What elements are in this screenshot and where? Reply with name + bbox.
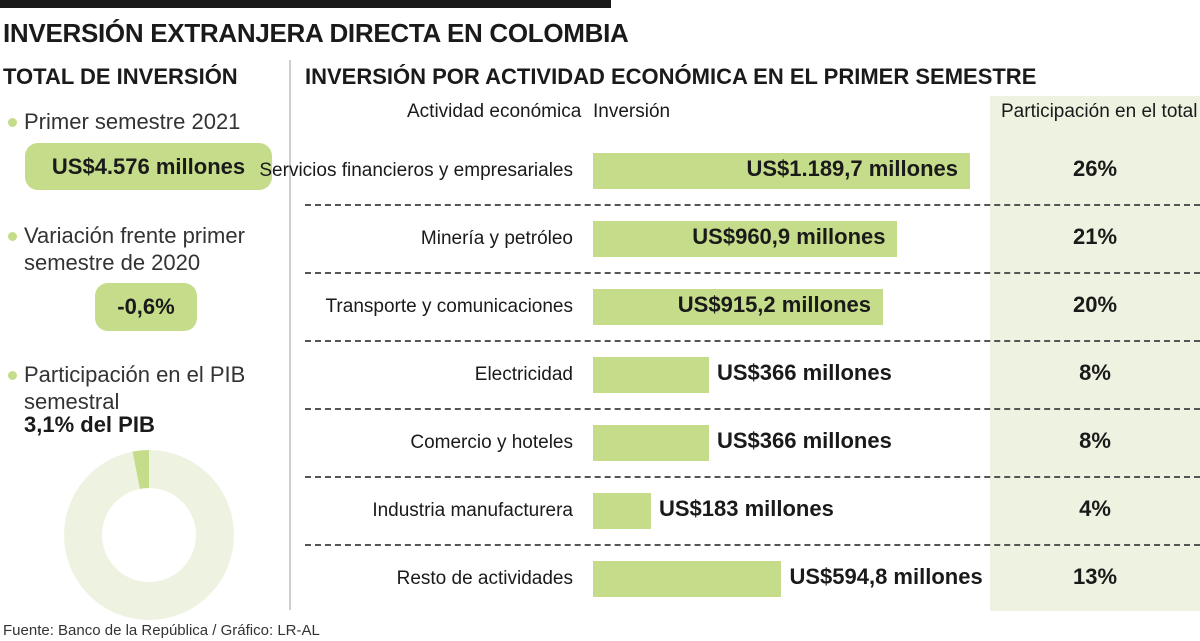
main-title: INVERSIÓN EXTRANJERA DIRECTA EN COLOMBIA	[3, 18, 629, 48]
investment-value-label: US$960,9 millones	[692, 224, 886, 249]
column-header-investment: Inversión	[593, 101, 671, 122]
investment-bar	[593, 357, 709, 393]
table-row: Servicios financieros y empresariales US$…	[0, 136, 1200, 204]
investment-bar	[593, 221, 898, 257]
first-semester-value: US$4.576 millones	[25, 143, 272, 190]
share-value: 20%	[1072, 292, 1118, 317]
row-separator	[305, 340, 1200, 342]
bullet-dot	[8, 371, 17, 380]
row-separator	[305, 476, 1200, 478]
chart-title: INVERSIÓN POR ACTIVIDAD ECONÓMICA EN EL …	[305, 64, 1037, 89]
variation-label-line2: semestre de 2020	[24, 250, 201, 275]
row-separator	[305, 408, 1200, 410]
activity-label: Comercio y hoteles	[410, 432, 573, 453]
table-row: Electricidad US$366 millones 8%	[0, 340, 1200, 408]
investment-bar	[593, 493, 651, 529]
investment-value-label: US$594,8 millones	[789, 564, 983, 589]
table-row: Industria manufacturera US$183 millones 4%	[0, 476, 1200, 544]
investment-bar	[593, 153, 970, 189]
pib-label-line2: semestral	[24, 389, 120, 414]
activity-label: Electricidad	[474, 364, 573, 385]
column-header-activity: Actividad económica	[407, 101, 582, 122]
first-semester-item: Primer semestre 2021	[8, 108, 240, 135]
investment-value-label: US$366 millones	[716, 428, 892, 453]
source-note: Fuente: Banco de la República / Gráfico:…	[3, 622, 320, 639]
investment-bar	[593, 561, 782, 597]
column-header-share: Participación en el total	[1001, 101, 1198, 122]
share-value: 26%	[1072, 156, 1118, 181]
activity-label: Industria manufacturera	[372, 500, 573, 521]
row-separator	[305, 272, 1200, 274]
donut-pib-share-arc	[132, 450, 150, 489]
investment-value-label: US$1.189,7 millones	[746, 156, 958, 181]
activity-label: Transporte y comunicaciones	[325, 296, 573, 317]
pib-label-line1: Participación en el PIB	[24, 362, 246, 387]
top-rule	[0, 0, 611, 8]
panel-divider	[289, 60, 291, 610]
share-value: 13%	[1072, 564, 1118, 589]
bullet-dot	[8, 118, 17, 127]
total-investment-title: TOTAL DE INVERSIÓN	[3, 64, 238, 89]
share-column-background	[990, 96, 1200, 611]
share-value: 8%	[1079, 360, 1111, 385]
variation-item: Variación frente primer semestre de 2020	[8, 222, 245, 276]
share-value: 21%	[1072, 224, 1118, 249]
pib-value: 3,1% del PIB	[24, 412, 155, 437]
variation-label-line1: Variación frente primer	[24, 223, 245, 248]
activity-label: Resto de actividades	[396, 568, 573, 589]
investment-value-label: US$366 millones	[716, 360, 892, 385]
investment-value-label: US$183 millones	[658, 496, 834, 521]
investment-bar	[593, 289, 883, 325]
investment-value-label: US$915,2 millones	[677, 292, 872, 317]
activity-label: Servicios financieros y empresariales	[259, 160, 573, 181]
variation-value: -0,6%	[95, 283, 197, 331]
row-separator	[305, 544, 1200, 546]
pib-donut-chart	[64, 450, 234, 620]
share-value: 8%	[1079, 428, 1111, 453]
share-value: 4%	[1079, 496, 1111, 521]
pib-item: Participación en el PIB semestral	[8, 361, 245, 415]
activity-label: Minería y petróleo	[420, 228, 573, 249]
investment-bar	[593, 425, 709, 461]
table-row: Minería y petróleo US$960,9 millones 21%	[0, 204, 1200, 272]
table-row: Transporte y comunicaciones US$915,2 mill…	[0, 272, 1200, 340]
row-separator	[305, 204, 1200, 206]
table-row: Resto de actividades US$594,8 millones 13%	[0, 544, 1200, 612]
first-semester-label: Primer semestre 2021	[24, 109, 241, 134]
table-row: Comercio y hoteles US$366 millones 8%	[0, 408, 1200, 476]
bullet-dot	[8, 232, 17, 241]
